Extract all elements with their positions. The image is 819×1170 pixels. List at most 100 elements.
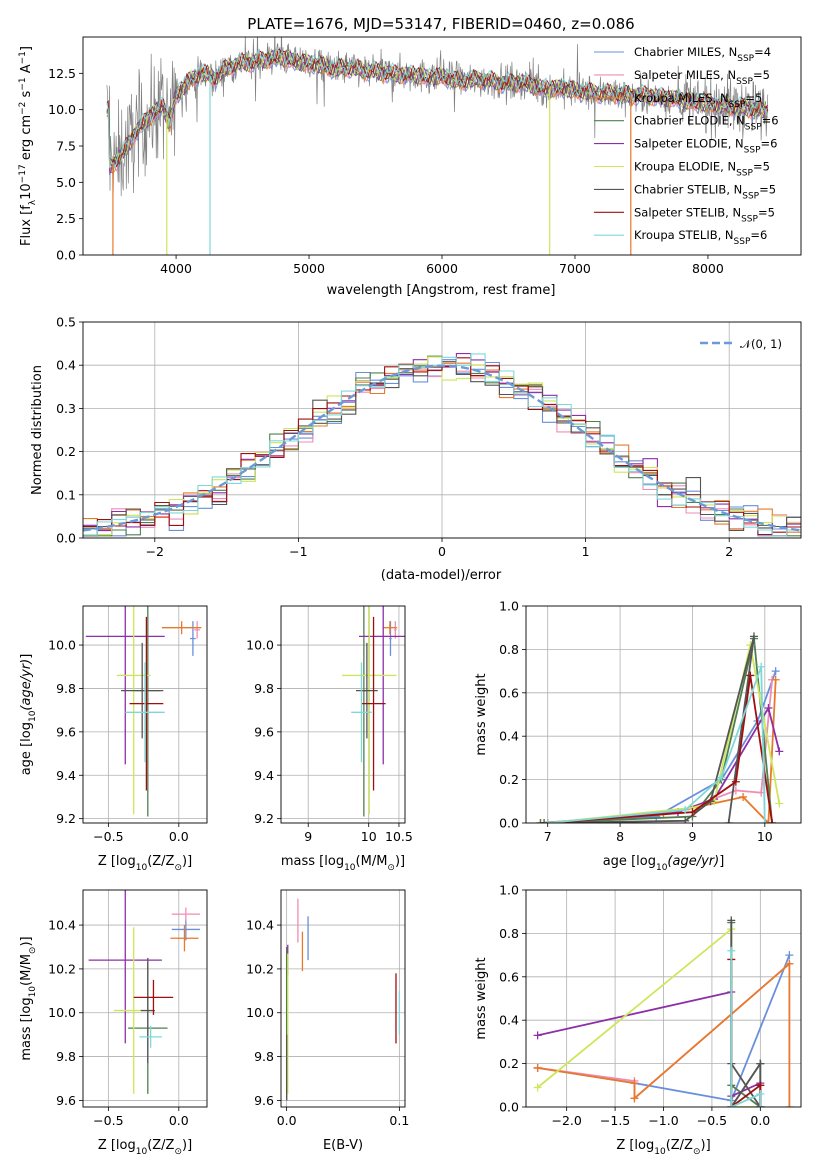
weight-marker-salpeter_stelib xyxy=(746,671,755,680)
weight-marker-kroupa_elodie xyxy=(533,1083,542,1092)
weight-marker-kroupa_stelib xyxy=(727,1103,736,1107)
weight-marker-chabrier_stelib xyxy=(724,819,733,823)
y-tick-label: 9.6 xyxy=(56,724,76,739)
weight-marker-salpeter_elodie xyxy=(764,703,773,712)
y-tick-label: 1.0 xyxy=(499,883,519,898)
label-part: =5 xyxy=(745,91,762,105)
weight-marker-kroupa_miles xyxy=(764,819,773,823)
x-tick-label: −0.5 xyxy=(93,829,123,844)
y-tick-label: 9.8 xyxy=(56,681,76,696)
weight-marker-kroupa_stelib xyxy=(717,773,726,782)
weight-marker-kroupa_stelib xyxy=(681,805,690,814)
x-axis-label: E(B-V) xyxy=(323,1138,363,1153)
weight-marker-kroupa_stelib xyxy=(756,1089,765,1098)
label-part: 10 xyxy=(654,1147,666,1157)
plot-area xyxy=(281,606,405,823)
x-tick-label: 0.0 xyxy=(750,1113,770,1128)
weight-marker-kroupa_stelib xyxy=(543,819,552,823)
label-part: ] xyxy=(19,654,34,659)
x-tick-label: 0.0 xyxy=(169,1113,189,1128)
y-tick-label: 10.0 xyxy=(48,102,76,117)
y-tick-label: 9.8 xyxy=(254,681,274,696)
legend-entry-salpeter_elodie: Salpeter ELODIE, NSSP=6 xyxy=(634,137,777,156)
label-part: 𝒩 xyxy=(740,337,754,351)
y-tick-label: 10.0 xyxy=(48,1005,76,1020)
weight-marker-chabrier_stelib xyxy=(756,1059,765,1068)
label-part: erg cm xyxy=(19,115,34,164)
x-axis-label: (data-model)/error xyxy=(381,568,502,583)
label-part: (M/M xyxy=(19,954,34,986)
histogram-kroupa_stelib xyxy=(83,353,801,537)
x-tick-label: −1 xyxy=(289,544,307,559)
label-part: ⊙ xyxy=(693,1147,701,1157)
weight-marker-salpeter_stelib xyxy=(756,1081,765,1090)
weight-marker-kroupa_miles xyxy=(739,792,748,801)
y-tick-label: 9.4 xyxy=(56,768,76,783)
weight-marker-salpeter_stelib xyxy=(688,808,697,817)
x-tick-label: 10.5 xyxy=(385,829,413,844)
label-part: 10 xyxy=(344,863,356,873)
weight-line-salpeter_elodie xyxy=(537,990,762,1107)
weight-marker-kroupa_stelib xyxy=(760,819,769,823)
weight-marker-salpeter_elodie xyxy=(533,1031,542,1040)
x-tick-label: 7 xyxy=(544,829,552,844)
x-tick-label: 8 xyxy=(616,829,624,844)
label-part: A xyxy=(19,64,34,77)
weight-marker-salpeter_elodie xyxy=(775,747,784,756)
x-axis-label: Z [log10(Z/Z⊙)] xyxy=(616,1138,710,1157)
weight-marker-chabrier_stelib xyxy=(540,819,549,823)
x-tick-label: 10 xyxy=(757,829,773,844)
label-part: Chabrier ELODIE, N xyxy=(634,114,745,128)
x-tick-label: −0.5 xyxy=(697,1113,727,1128)
x-tick-label: 5000 xyxy=(293,261,325,276)
legend-entry-salpeter_miles: Salpeter MILES, NSSP=5 xyxy=(634,68,770,87)
plot-area xyxy=(106,37,769,255)
weight-marker-chabrier_stelib xyxy=(749,632,758,641)
y-tick-label: 0.0 xyxy=(56,248,76,263)
label-part: ⊙ xyxy=(174,1147,182,1157)
y-tick-label: 0.8 xyxy=(499,642,519,657)
label-part: 10 xyxy=(656,863,668,873)
label-part: =5 xyxy=(753,160,770,174)
weight-line-chabrier_elodie xyxy=(730,922,762,1107)
residuals-panel: −2 −1 0 1 2 0.0 0.1 0.2 0.3 0.4 0.5 (data-model)/er… xyxy=(30,315,802,583)
label-part: )] xyxy=(182,854,192,869)
label-part: mass [log xyxy=(281,854,344,869)
label-part: =6 xyxy=(762,114,779,128)
y-tick-label: 10.2 xyxy=(246,961,274,976)
label-part: SSP xyxy=(744,146,761,156)
label-part: ⊙ xyxy=(28,947,38,955)
weight-marker-kroupa_stelib xyxy=(727,946,736,955)
y-tick-label: 10.0 xyxy=(48,638,76,653)
x-axis-label: age [log10(age/yr)] xyxy=(603,854,725,873)
label-part: Kroupa ELODIE, N xyxy=(634,160,736,174)
weight-marker-kroupa_miles xyxy=(785,1103,794,1107)
label-part: λ xyxy=(28,199,38,205)
x-tick-label: −1.5 xyxy=(600,1113,630,1128)
label-part: ⊙ xyxy=(387,863,395,873)
x-tick-label: 4000 xyxy=(160,261,192,276)
x-tick-label: 10 xyxy=(361,829,377,844)
plot-area xyxy=(83,890,207,1107)
y-tick-label: 0.8 xyxy=(499,926,519,941)
legend-entry-kroupa_elodie: Kroupa ELODIE, NSSP=5 xyxy=(634,160,770,179)
axes-frame xyxy=(525,889,802,1108)
y-tick-label: 0.4 xyxy=(56,358,76,373)
y-tick-label: 0.0 xyxy=(499,1100,519,1115)
label-part: Chabrier MILES, N xyxy=(634,45,737,59)
y-tick-label: 0.6 xyxy=(499,685,519,700)
x-tick-label: 9 xyxy=(304,829,312,844)
weight-marker-chabrier_stelib xyxy=(727,916,736,925)
y-tick-label: 10.4 xyxy=(246,918,274,933)
gaussian-curve xyxy=(83,364,801,532)
y-tick-label: 10.0 xyxy=(246,1005,274,1020)
x-tick-label: 2 xyxy=(725,544,733,559)
label-part: SSP xyxy=(742,191,759,201)
x-axis-label: wavelength [Angstrom, rest frame] xyxy=(327,283,556,298)
y-tick-label: 9.6 xyxy=(254,1093,274,1108)
weight_vs_z-panel: −2.0 −1.5 −1.0 −0.5 0.0 0.0 0.2 0.4 0.6 0.8 1.0 Z [… xyxy=(474,883,802,1157)
label-part: E(B-V) xyxy=(323,1138,363,1153)
legend-entry-salpeter_stelib: Salpeter STELIB, NSSP=5 xyxy=(634,205,775,224)
